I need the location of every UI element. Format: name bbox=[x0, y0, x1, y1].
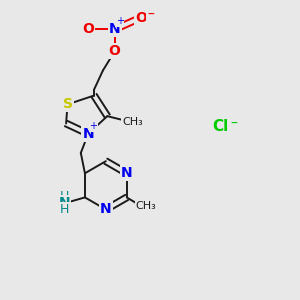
Text: N: N bbox=[100, 202, 112, 217]
Text: Cl: Cl bbox=[212, 119, 229, 134]
Text: +: + bbox=[89, 121, 98, 131]
Text: N: N bbox=[121, 166, 133, 180]
Text: N: N bbox=[109, 22, 121, 36]
Text: –: – bbox=[147, 8, 154, 22]
Text: H: H bbox=[60, 203, 69, 216]
Text: S: S bbox=[63, 98, 73, 111]
Text: H: H bbox=[60, 190, 69, 203]
Text: O: O bbox=[82, 22, 94, 36]
Text: –: – bbox=[230, 116, 237, 130]
Text: CH₃: CH₃ bbox=[136, 201, 156, 211]
Text: N: N bbox=[58, 196, 70, 210]
Text: +: + bbox=[116, 16, 124, 26]
Text: O: O bbox=[109, 44, 121, 58]
Text: N: N bbox=[82, 127, 94, 141]
Text: CH₃: CH₃ bbox=[122, 117, 143, 127]
Text: O: O bbox=[135, 11, 147, 25]
